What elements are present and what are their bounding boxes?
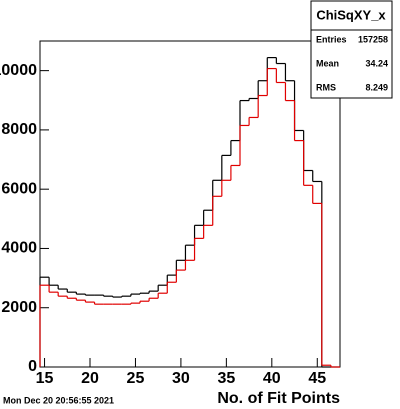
stats-value: 8.249 (365, 82, 388, 92)
stats-title: ChiSqXY_x (316, 7, 386, 22)
x-tick-label: 45 (308, 370, 326, 387)
y-tick-label: 10000 (0, 62, 37, 79)
x-tick-label: 25 (127, 370, 145, 387)
plot-frame (39, 40, 341, 368)
date-stamp: Mon Dec 20 20:56:55 2021 (3, 395, 114, 405)
y-tick-label: 0 (28, 358, 37, 375)
y-tick-label: 8000 (1, 121, 37, 138)
x-axis-label: No. of Fit Points (217, 390, 340, 407)
stats-key: RMS (316, 82, 336, 92)
x-tick-label: 20 (81, 370, 99, 387)
stats-key: Entries (316, 34, 347, 44)
y-tick-label: 2000 (1, 299, 37, 316)
y-tick-label: 6000 (1, 180, 37, 197)
x-tick-label: 35 (217, 370, 235, 387)
stats-value: 157258 (358, 34, 388, 44)
stats-value: 34.24 (365, 58, 388, 68)
x-tick-label: 15 (36, 370, 54, 387)
y-tick-label: 4000 (1, 240, 37, 257)
x-tick-label: 30 (172, 370, 190, 387)
stats-key: Mean (316, 58, 339, 68)
x-tick-label: 40 (263, 370, 281, 387)
stats-box (310, 0, 393, 99)
